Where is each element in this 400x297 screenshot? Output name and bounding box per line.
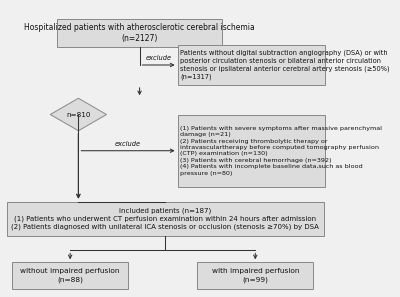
Text: exclude: exclude — [115, 141, 141, 147]
Text: Hospitalized patients with atherosclerotic cerebral ischemia
(n=2127): Hospitalized patients with atherosclerot… — [24, 23, 255, 43]
FancyBboxPatch shape — [178, 115, 325, 187]
FancyBboxPatch shape — [7, 202, 324, 236]
FancyBboxPatch shape — [12, 262, 128, 289]
FancyBboxPatch shape — [57, 19, 222, 47]
Polygon shape — [50, 98, 106, 131]
Text: n=810: n=810 — [66, 111, 91, 118]
Text: (1) Patients with severe symptoms after massive parenchymal
damage (n=21)
(2) Pa: (1) Patients with severe symptoms after … — [180, 126, 382, 176]
Text: exclude: exclude — [146, 55, 172, 61]
Text: with impaired perfusion
(n=99): with impaired perfusion (n=99) — [212, 268, 299, 283]
Text: Patients without digital subtraction angiography (DSA) or with
posterior circula: Patients without digital subtraction ang… — [180, 50, 390, 80]
Text: included patients (n=187)
(1) Patients who underwent CT perfusion examination wi: included patients (n=187) (1) Patients w… — [12, 207, 319, 230]
FancyBboxPatch shape — [178, 45, 325, 85]
FancyBboxPatch shape — [198, 262, 313, 289]
Text: without impaired perfusion
(n=88): without impaired perfusion (n=88) — [20, 268, 120, 283]
